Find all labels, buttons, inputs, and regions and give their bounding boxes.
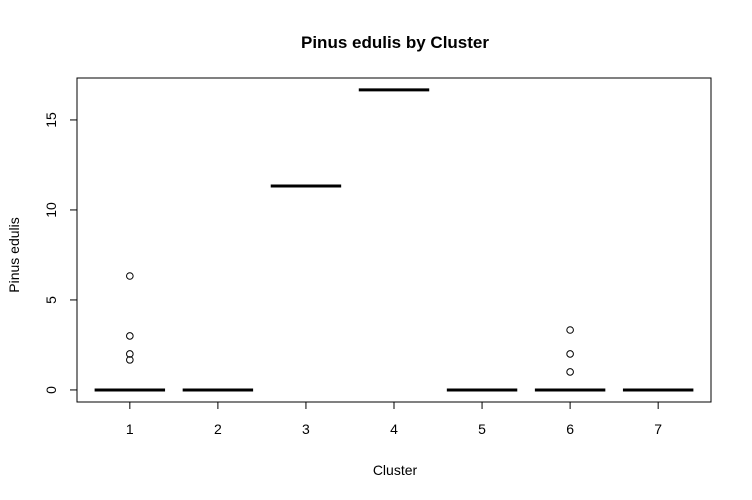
x-tick-label: 6 [566, 421, 574, 437]
box-cluster-6 [534, 326, 606, 392]
x-tick-label: 3 [302, 421, 310, 437]
box-cluster-1 [94, 272, 166, 392]
outlier-point [566, 368, 574, 376]
x-tick-label: 1 [126, 421, 134, 437]
plot-frame [76, 77, 712, 403]
outlier-point [566, 326, 574, 334]
outlier-point [126, 332, 134, 340]
outlier-point [126, 350, 134, 358]
outlier-point [566, 350, 574, 358]
y-axis-label: Pinus edulis [6, 217, 22, 293]
y-tick-label: 0 [43, 386, 59, 394]
x-axis: 1 2 3 4 5 6 7 [126, 401, 662, 437]
y-axis: 0 5 10 15 [43, 112, 78, 394]
outlier-point [126, 272, 134, 280]
x-tick-label: 5 [478, 421, 486, 437]
y-tick-label: 15 [43, 112, 59, 128]
x-tick-label: 7 [654, 421, 662, 437]
x-tick-label: 2 [214, 421, 222, 437]
chart-title: Pinus edulis by Cluster [301, 33, 489, 52]
outlier-point [126, 356, 134, 364]
y-tick-label: 10 [43, 202, 59, 218]
x-tick-label: 4 [390, 421, 398, 437]
x-axis-label: Cluster [373, 462, 418, 478]
box-series [94, 88, 694, 392]
y-tick-label: 5 [43, 296, 59, 304]
